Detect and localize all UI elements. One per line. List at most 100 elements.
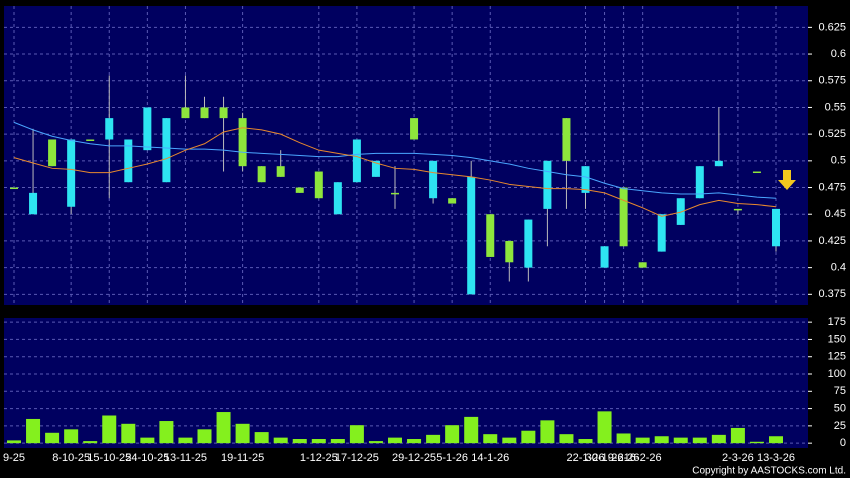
volume-bar — [159, 421, 174, 444]
volume-bar — [483, 434, 498, 444]
candle-body — [429, 160, 438, 199]
candle-body — [657, 214, 666, 252]
x-tick-label: 17-12-25 — [335, 452, 379, 464]
volume-bar — [540, 420, 555, 444]
volume-bar — [140, 437, 155, 444]
y-tick-label: 150 — [828, 333, 846, 345]
candle-body — [124, 139, 133, 183]
candle-body — [772, 208, 780, 247]
x-tick-label: 29-12-25 — [392, 452, 436, 464]
volume-bar — [368, 441, 383, 444]
volume-bar — [769, 436, 783, 444]
arrow-icon — [778, 170, 796, 190]
y-tick-label: 25 — [834, 420, 846, 432]
volume-bar — [578, 439, 593, 444]
volume-bar — [730, 427, 745, 444]
volume-bar — [616, 433, 631, 444]
volume-bar — [83, 441, 98, 444]
candle-body — [714, 160, 723, 167]
candle-body — [48, 139, 57, 167]
volume-bar — [559, 434, 574, 444]
candle-body — [695, 166, 704, 199]
volume-bar — [292, 439, 307, 444]
x-tick-label: 9-2-26 — [608, 452, 640, 464]
candle-body — [314, 171, 323, 199]
x-tick-label: 1-12-25 — [300, 452, 338, 464]
volume-bar — [502, 437, 517, 444]
x-tick-label: 5-1-26 — [436, 452, 468, 464]
x-tick-label: 9-25 — [3, 452, 25, 464]
candle-body — [733, 208, 742, 211]
candle-body — [505, 240, 514, 263]
candle-body — [219, 107, 228, 119]
x-tick-label: 19-11-25 — [221, 452, 264, 464]
candle-body — [410, 118, 419, 140]
volume-bar — [235, 423, 250, 444]
y-tick-label: 50 — [834, 402, 846, 414]
volume-bar — [178, 437, 193, 444]
volume-bar — [7, 440, 21, 444]
y-tick-label: 175 — [828, 316, 846, 328]
candle-body — [352, 139, 361, 183]
candle-body — [467, 176, 476, 295]
volume-bar — [445, 425, 460, 444]
x-tick-label: 30-1-26 — [586, 452, 624, 464]
y-tick-label: 0.45 — [825, 208, 846, 220]
candle-body — [391, 192, 399, 195]
x-tick-label: 22-1-26 — [567, 452, 605, 464]
candle-body — [448, 198, 457, 204]
candle-body — [143, 107, 152, 151]
y-tick-label: 0.55 — [825, 101, 846, 113]
candle-body — [200, 107, 209, 119]
y-tick-label: 0.425 — [818, 235, 846, 247]
candle-body — [638, 262, 647, 268]
candle-body — [524, 219, 533, 268]
candle-body — [562, 118, 571, 161]
copyright: Copyright by AASTOCKS.com Ltd. — [692, 466, 846, 477]
x-tick-label: 14-1-26 — [471, 452, 509, 464]
candle-body — [581, 166, 590, 193]
candle-body — [10, 187, 18, 190]
volume-bar — [597, 411, 612, 444]
x-tick-label: 13-3-26 — [757, 452, 795, 464]
y-tick-label: 0.6 — [831, 48, 846, 60]
volume-bar — [64, 429, 79, 444]
volume-bar — [216, 412, 231, 444]
candle-body — [181, 107, 190, 119]
volume-bar — [464, 416, 479, 444]
y-tick-label: 0.4 — [831, 262, 846, 274]
y-tick-label: 0.525 — [818, 128, 846, 140]
volume-bar — [254, 432, 269, 444]
volume-bar — [388, 437, 402, 444]
candle-body — [371, 160, 380, 177]
y-tick-label: 0.575 — [818, 75, 846, 87]
volume-bar — [521, 430, 536, 444]
volume-bar — [673, 437, 688, 444]
candle-body — [543, 160, 552, 209]
candle-body — [276, 166, 285, 177]
volume-bar — [102, 415, 117, 444]
y-tick-label: 0.375 — [818, 288, 846, 300]
candle-body — [333, 182, 342, 215]
y-tick-label: 0.625 — [818, 21, 846, 33]
candle-body — [619, 187, 628, 247]
price-panel — [4, 6, 808, 305]
candle-body — [486, 214, 495, 257]
volume-bar — [121, 423, 136, 444]
volume-bar — [311, 439, 326, 444]
moving-average-line — [13, 127, 777, 217]
candle-body — [600, 246, 609, 268]
moving-average-line — [13, 121, 777, 199]
y-tick-label: 100 — [828, 368, 846, 380]
x-tick-label: 2-3-26 — [722, 452, 754, 464]
volume-bar — [330, 439, 345, 444]
volume-bar — [692, 437, 707, 444]
volume-bar — [349, 425, 364, 444]
x-tick-label: 8-10-25 — [52, 452, 90, 464]
candle-body — [257, 166, 266, 183]
volume-bar — [273, 437, 288, 444]
candle-body — [67, 139, 76, 207]
x-tick-label: 16-2-26 — [624, 452, 662, 464]
